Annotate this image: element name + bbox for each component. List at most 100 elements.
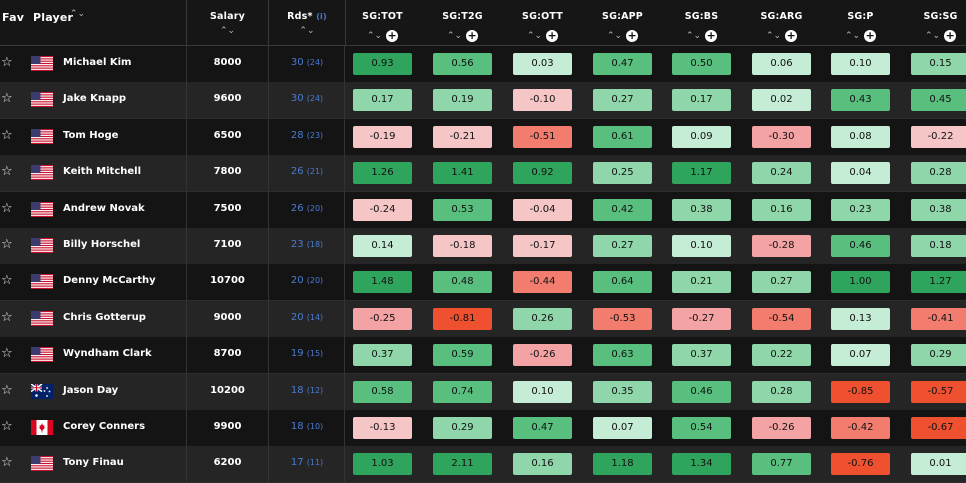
column-divider	[344, 300, 345, 337]
player-name[interactable]: Keith Mitchell	[63, 166, 142, 178]
favorite-star-icon[interactable]: ☆	[1, 200, 13, 216]
rounds-value: 30 (24)	[269, 93, 345, 104]
favorite-star-icon[interactable]: ☆	[1, 164, 13, 180]
column-divider	[344, 82, 345, 119]
add-column-icon[interactable]: +	[546, 28, 559, 42]
table-row[interactable]: ☆ Jake Knapp 9600 30 (24) 0.17 0.19 -0.10 0.27 0…	[0, 82, 966, 120]
stat-cell: -0.85	[831, 380, 890, 403]
table-row[interactable]: ☆ Chris Gotterup 9000 20 (14) -0.25 -0.81 0.26…	[0, 300, 966, 338]
country-flag-icon	[31, 347, 53, 363]
add-column-icon[interactable]: +	[864, 28, 877, 42]
stat-header-label: SG:T2G	[442, 11, 483, 22]
table-row[interactable]: ☆ Tony Finau 6200 17 (11) 1.03 2.11 0.16 1.18 1.…	[0, 446, 966, 483]
stat-cell: -0.26	[752, 417, 811, 439]
stat-cell: 0.07	[593, 417, 652, 439]
column-divider	[344, 46, 345, 82]
rounds-total: 20	[290, 275, 304, 287]
favorite-star-icon[interactable]: ☆	[1, 309, 13, 325]
stat-header[interactable]: SG:SG ⌃⌄ +	[901, 0, 966, 45]
rounds-total: 18	[290, 421, 304, 432]
add-column-icon[interactable]: +	[466, 28, 479, 42]
stat-cell: 0.43	[831, 89, 890, 112]
table-row[interactable]: ☆ Jason Day 10200 18 (12) 0.58 0.74 0.10 0.35 0.…	[0, 373, 966, 411]
player-name[interactable]: Denny McCarthy	[63, 275, 156, 287]
stat-cell: -0.22	[911, 125, 966, 148]
player-name[interactable]: Wyndham Clark	[63, 348, 152, 360]
column-divider	[268, 191, 269, 228]
player-name[interactable]: Tony Finau	[63, 457, 124, 469]
table-row[interactable]: ☆ Keith Mitchell 7800 26 (21) 1.26 1.41 0.92 0.…	[0, 155, 966, 193]
add-column-icon[interactable]: +	[626, 28, 639, 42]
stat-header[interactable]: SG:OTT ⌃⌄ +	[503, 0, 582, 45]
country-flag-icon	[31, 165, 53, 181]
sort-icon[interactable]: ⌃⌄	[924, 30, 941, 41]
player-name[interactable]: Tom Hoge	[63, 129, 119, 141]
add-column-icon[interactable]: +	[386, 28, 399, 42]
favorite-star-icon[interactable]: ☆	[1, 346, 13, 362]
player-header[interactable]: Player ⌃⌄	[22, 0, 187, 45]
stat-cell: 0.47	[593, 53, 652, 75]
stat-header-label: SG:OTT	[522, 11, 563, 22]
rounds-total: 19	[290, 348, 304, 360]
table-row[interactable]: ☆ Corey Conners 9900 18 (10) -0.13 0.29 0.47 0.…	[0, 410, 966, 447]
stat-header[interactable]: SG:P ⌃⌄ +	[821, 0, 900, 45]
sort-icon[interactable]: ⌃⌄	[685, 30, 702, 41]
rounds-total: 28	[290, 129, 304, 141]
favorite-star-icon[interactable]: ☆	[1, 382, 13, 398]
stat-cell: 0.10	[831, 53, 890, 75]
player-name[interactable]: Billy Horschel	[63, 239, 141, 250]
player-name[interactable]: Jake Knapp	[63, 93, 127, 105]
sort-icon[interactable]: ⌃⌄	[606, 30, 623, 41]
stat-header[interactable]: SG:APP ⌃⌄ +	[583, 0, 662, 45]
column-divider	[186, 191, 187, 228]
table-row[interactable]: ☆ Tom Hoge 6500 28 (23) -0.19 -0.21 -0.51 0.61 0…	[0, 118, 966, 156]
country-flag-icon	[31, 310, 53, 326]
player-name[interactable]: Michael Kim	[63, 57, 132, 68]
add-column-icon[interactable]: +	[705, 28, 718, 42]
stat-header-controls: ⌃⌄ +	[901, 25, 966, 44]
info-icon[interactable]: (i)	[316, 12, 327, 21]
favorite-star-icon[interactable]: ☆	[1, 273, 13, 289]
add-column-icon[interactable]: +	[785, 28, 798, 42]
favorite-star-icon[interactable]: ☆	[1, 455, 13, 471]
rounds-total: 26	[290, 202, 304, 214]
favorite-star-icon[interactable]: ☆	[1, 419, 13, 434]
stat-header[interactable]: SG:T2G ⌃⌄ +	[423, 0, 502, 45]
sort-icon[interactable]: ⌃⌄	[446, 30, 463, 41]
sort-icon[interactable]: ⌃⌄	[299, 26, 315, 36]
table-row[interactable]: ☆ Denny McCarthy 10700 20 (20) 1.48 0.48 -0.44…	[0, 264, 966, 302]
player-name[interactable]: Andrew Novak	[63, 202, 145, 214]
sort-icon[interactable]: ⌃⌄	[366, 30, 383, 41]
sort-icon[interactable]: ⌃⌄	[844, 30, 861, 41]
stat-header[interactable]: SG:ARG ⌃⌄ +	[742, 0, 821, 45]
table-row[interactable]: ☆ Wyndham Clark 8700 19 (15) 0.37 0.59 -0.26 0.…	[0, 337, 966, 375]
fav-header[interactable]: Fav	[0, 0, 24, 45]
player-name[interactable]: Chris Gotterup	[63, 311, 146, 323]
stat-cell: -0.51	[513, 125, 572, 148]
favorite-star-icon[interactable]: ☆	[1, 91, 13, 107]
column-divider	[186, 155, 187, 192]
column-divider	[268, 46, 269, 82]
rounds-total: 18	[290, 384, 304, 396]
add-column-icon[interactable]: +	[944, 28, 957, 42]
rounds-total: 23	[290, 239, 304, 250]
stat-header[interactable]: SG:BS ⌃⌄ +	[662, 0, 741, 45]
stat-header[interactable]: SG:TOT ⌃⌄ +	[343, 0, 422, 45]
table-row[interactable]: ☆ Billy Horschel 7100 23 (18) 0.14 -0.18 -0.17…	[0, 228, 966, 265]
favorite-star-icon[interactable]: ☆	[1, 237, 13, 252]
sort-icon[interactable]: ⌃⌄	[526, 30, 543, 41]
favorite-star-icon[interactable]: ☆	[1, 55, 13, 70]
stat-header-controls: ⌃⌄ +	[662, 25, 741, 44]
sort-icon[interactable]: ⌃⌄	[70, 9, 86, 19]
column-divider	[186, 446, 187, 483]
table-row[interactable]: ☆ Michael Kim 8000 30 (24) 0.93 0.56 0.03 0.47 0…	[0, 46, 966, 83]
sort-icon[interactable]: ⌃⌄	[219, 26, 236, 36]
player-name[interactable]: Jason Day	[63, 384, 119, 396]
table-row[interactable]: ☆ Andrew Novak 7500 26 (20) -0.24 0.53 -0.04 0.…	[0, 191, 966, 229]
sort-icon[interactable]: ⌃⌄	[765, 30, 782, 41]
favorite-star-icon[interactable]: ☆	[1, 127, 13, 143]
salary-header[interactable]: Salary ⌃⌄	[187, 0, 269, 45]
country-flag-icon	[31, 238, 53, 253]
rds-header[interactable]: Rds* (i) ⌃⌄	[269, 0, 346, 45]
player-name[interactable]: Corey Conners	[63, 421, 146, 432]
